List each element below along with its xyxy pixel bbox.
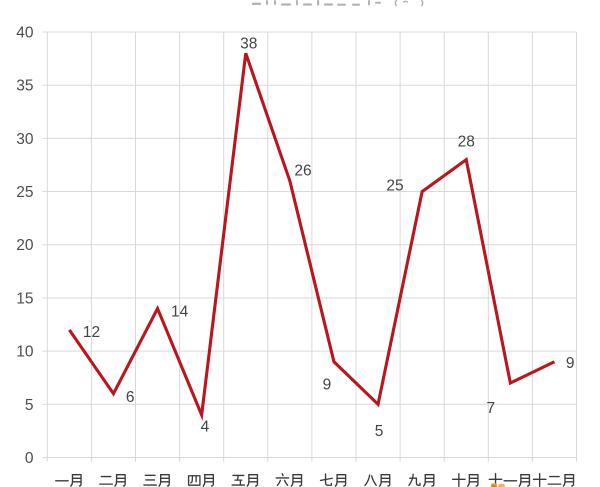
svg-text:4: 4 [201, 418, 210, 435]
svg-text:25: 25 [16, 184, 33, 201]
svg-text:0: 0 [25, 450, 34, 467]
svg-text:6: 6 [126, 389, 135, 406]
svg-text:38: 38 [240, 36, 257, 53]
svg-text:12: 12 [83, 324, 100, 341]
svg-text:35: 35 [16, 78, 33, 95]
svg-text:9: 9 [323, 377, 332, 394]
svg-text:40: 40 [16, 25, 34, 42]
svg-text:26: 26 [294, 163, 311, 180]
svg-text:25: 25 [386, 178, 403, 195]
svg-text:30: 30 [16, 131, 34, 148]
svg-text:20: 20 [16, 237, 34, 254]
svg-text:7: 7 [486, 400, 495, 417]
svg-text:28: 28 [458, 134, 475, 151]
svg-text:5: 5 [25, 397, 34, 414]
svg-text:15: 15 [16, 290, 33, 307]
svg-text:9: 9 [566, 355, 575, 372]
svg-text:10: 10 [16, 344, 34, 361]
svg-text:14: 14 [171, 304, 189, 321]
svg-text:5: 5 [375, 423, 384, 440]
